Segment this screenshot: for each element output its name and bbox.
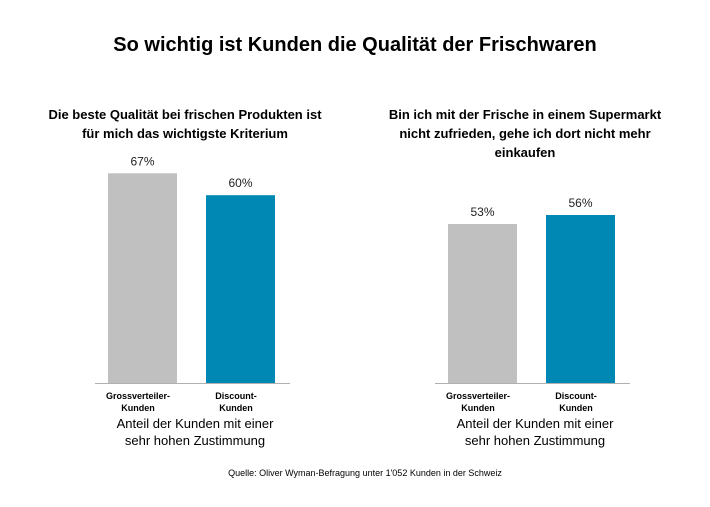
category-label: Grossverteiler-Kunden — [105, 391, 171, 413]
bar — [448, 224, 517, 383]
bar — [546, 215, 615, 383]
value-label: 60% — [228, 176, 252, 190]
page-title: So wichtig ist Kunden die Qualität der F… — [113, 34, 597, 56]
bar — [108, 173, 177, 383]
value-label: 53% — [470, 205, 494, 219]
value-label: 67% — [130, 154, 154, 168]
bar — [206, 195, 275, 383]
value-label: 56% — [568, 196, 592, 210]
x-axis-label: Anteil der Kunden mit einer sehr hohen Z… — [116, 416, 274, 448]
category-label: Discount-Kunden — [555, 391, 597, 413]
source-note: Quelle: Oliver Wyman-Befragung unter 1'0… — [228, 468, 502, 478]
category-label: Grossverteiler-Kunden — [445, 391, 511, 413]
chart-subtitle: Die beste Qualität bei frischen Produkte… — [48, 107, 322, 141]
chart-subtitle: Bin ich mit der Frische in einem Superma… — [388, 107, 662, 160]
category-label: Discount-Kunden — [215, 391, 257, 413]
x-axis-label: Anteil der Kunden mit einer sehr hohen Z… — [456, 416, 614, 448]
